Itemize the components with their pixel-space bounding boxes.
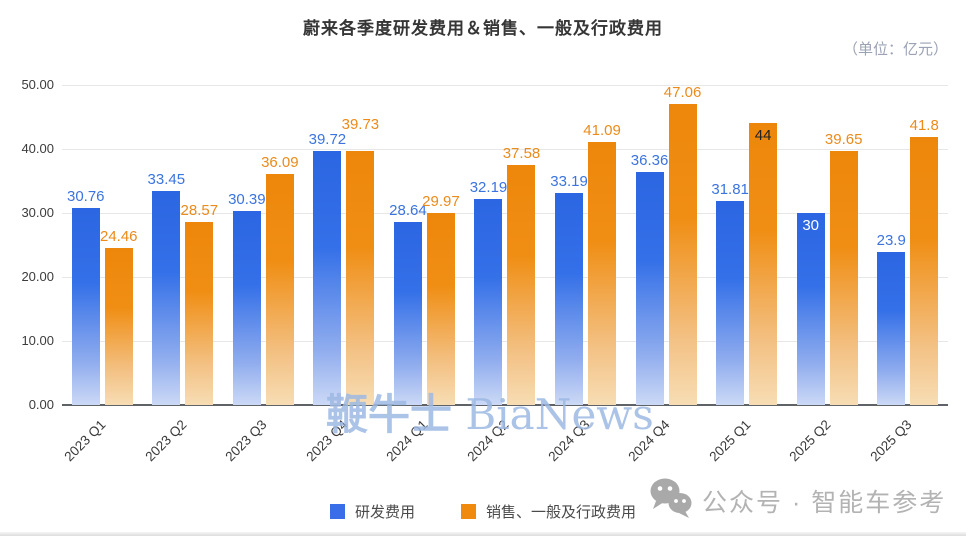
watermark-en-text: BiaNews xyxy=(452,390,654,439)
y-axis-label: 10.00 xyxy=(21,333,54,348)
bar-value-label: 41.8 xyxy=(909,117,939,135)
bar-sga xyxy=(668,103,697,405)
bar-sga xyxy=(346,150,375,405)
bar-value-label: 44 xyxy=(754,127,772,145)
bar-rd xyxy=(474,198,503,405)
plot-area: 0.00 10.00 20.00 30.00 40.00 50.00 30.76 24.46 2… xyxy=(21,77,948,464)
bottom-edge-shadow xyxy=(0,532,966,536)
x-axis-label: 2025 Q3 xyxy=(867,417,915,465)
bar-rd xyxy=(877,252,906,405)
bar-sga xyxy=(749,123,778,405)
bar-group: 28.64 29.97 xyxy=(384,85,465,405)
bar-value-label: 47.06 xyxy=(663,83,702,101)
bar-group: 30.76 24.46 xyxy=(62,85,143,405)
bar-value-label: 29.97 xyxy=(422,193,460,211)
bar-rd xyxy=(796,213,825,405)
gridline xyxy=(62,85,948,86)
y-axis-label: 30.00 xyxy=(21,205,54,220)
bar-sga xyxy=(588,142,617,405)
bar-rd xyxy=(152,190,181,405)
bar-value-label: 33.45 xyxy=(147,170,186,188)
bar-group: 36.36 47.06 xyxy=(626,83,707,405)
bar-value-label: 36.09 xyxy=(261,154,299,172)
bar-sga xyxy=(265,174,294,405)
bar-value-label: 41.09 xyxy=(583,122,621,140)
bar-sga xyxy=(910,137,939,405)
bar-group: 23.9 41.8 xyxy=(867,85,948,405)
bar-sga xyxy=(426,213,455,405)
unit-label: （单位：亿元） xyxy=(842,41,948,58)
bar-group: 33.19 41.09 xyxy=(545,85,626,405)
bar-value-label: 23.9 xyxy=(876,232,906,250)
bar-value-label: 36.36 xyxy=(630,152,669,170)
bar-value-label: 30.76 xyxy=(66,188,105,206)
bar-value-label: 31.81 xyxy=(711,181,749,199)
y-axis-label: 50.00 xyxy=(21,77,54,92)
chart-title: 蔚来各季度研发费用＆销售、一般及行政费用 xyxy=(303,19,663,38)
bar-sga xyxy=(507,164,536,405)
bar-rd xyxy=(716,201,745,405)
x-axis-label: 2023 Q2 xyxy=(142,417,190,465)
bar-rd xyxy=(635,172,664,405)
bar-value-label: 28.57 xyxy=(180,202,219,220)
rd-legend-label: 研发费用 xyxy=(354,504,415,521)
y-axis-label: 40.00 xyxy=(21,141,54,156)
bar-group: 32.19 37.58 xyxy=(465,85,546,405)
rd-legend-swatch xyxy=(329,504,345,519)
legend: 研发费用 销售、一般及行政费用 xyxy=(0,501,966,522)
bar-rd xyxy=(555,192,584,405)
bianews-watermark: 鞭牛士 BiaNews xyxy=(326,394,654,436)
gridline xyxy=(62,213,948,214)
bar-rd xyxy=(71,208,100,405)
bar-value-label: 30 xyxy=(802,217,820,234)
x-axis-line xyxy=(62,404,948,406)
legend-item-rd: 研发费用 xyxy=(329,501,415,522)
bar-sga xyxy=(185,222,214,405)
bar-group: 31.81 44 xyxy=(706,85,787,405)
bar-value-label: 30.39 xyxy=(228,190,266,208)
wechat-icon xyxy=(646,476,696,525)
bar-rd xyxy=(313,150,342,405)
y-axis-label: 20.00 xyxy=(21,269,54,284)
bar-group: 33.45 28.57 xyxy=(143,85,224,405)
bar-group: 30.39 36.09 xyxy=(223,85,304,405)
bar-value-label: 28.64 xyxy=(389,201,427,219)
bar-group: 30 39.65 xyxy=(787,85,868,405)
bar-rd xyxy=(393,221,422,405)
sga-legend-label: 销售、一般及行政费用 xyxy=(486,504,637,521)
bar-value-label: 32.19 xyxy=(469,178,508,196)
bar-value-label: 39.73 xyxy=(341,115,380,133)
bar-rd xyxy=(232,210,261,405)
legend-item-sga: 销售、一般及行政费用 xyxy=(461,501,636,522)
bar-value-label: 39.72 xyxy=(308,130,347,148)
bar-value-label: 33.19 xyxy=(550,172,588,190)
x-axis-label: 2023 Q3 xyxy=(222,417,270,465)
watermark-cn-text: 鞭牛士 xyxy=(326,390,453,439)
x-axis-label: 2025 Q2 xyxy=(786,417,834,465)
y-axis-label: 0.00 xyxy=(28,397,54,412)
bar-value-label: 24.46 xyxy=(99,228,138,246)
x-axis-label: 2023 Q1 xyxy=(61,417,109,465)
bar-sga xyxy=(104,248,133,405)
bar-sga xyxy=(829,151,858,405)
gridline xyxy=(62,341,948,342)
bar-value-label: 37.58 xyxy=(502,144,541,162)
wechat-watermark: 公众号 · 智能车参考 xyxy=(646,476,946,525)
wechat-watermark-text: 公众号 · 智能车参考 xyxy=(702,488,947,517)
gridline xyxy=(62,149,948,150)
bar-group: 39.72 39.73 xyxy=(304,85,385,405)
x-axis-label: 2025 Q1 xyxy=(705,417,754,465)
sga-legend-swatch xyxy=(461,504,476,519)
bar-value-label: 39.65 xyxy=(824,131,863,149)
gridline xyxy=(62,277,948,278)
